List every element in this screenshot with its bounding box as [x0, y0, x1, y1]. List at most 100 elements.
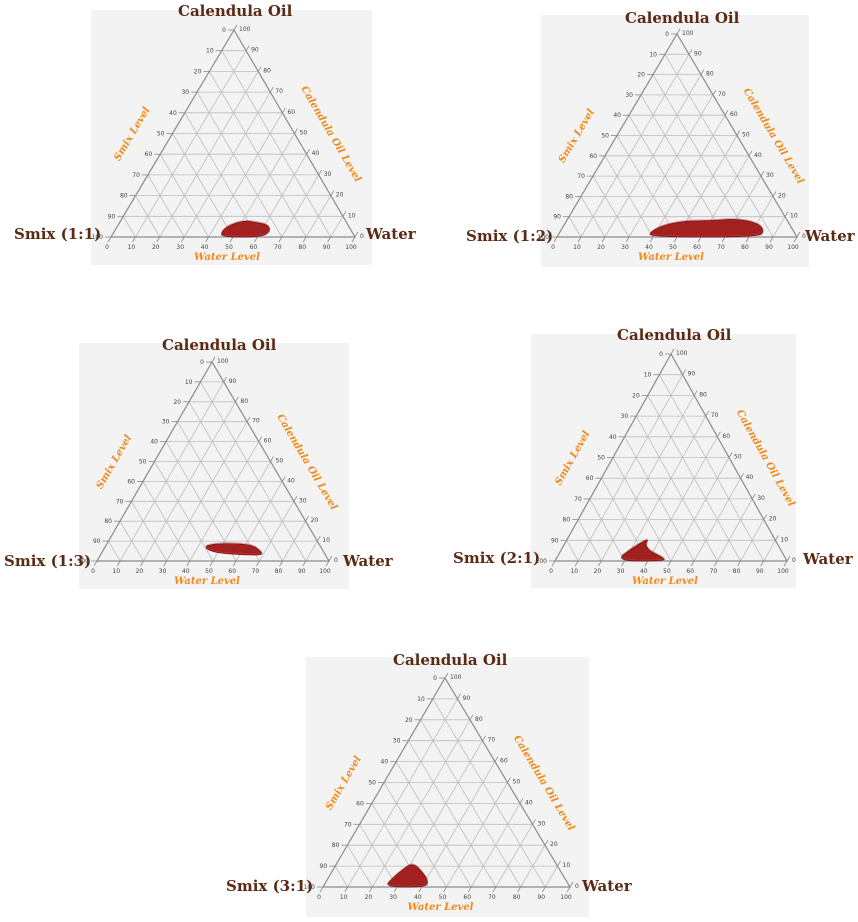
grid-line: [200, 381, 307, 562]
right-tick-label: 0: [792, 557, 796, 564]
left-tick-label: 90: [551, 537, 559, 544]
region-highlight: [649, 218, 764, 237]
tick-mark: [293, 496, 298, 502]
grid-line: [330, 216, 344, 238]
tick-mark: [553, 236, 558, 243]
right-tick-label: 30: [324, 171, 332, 178]
tick-mark: [443, 886, 447, 893]
tick-mark: [670, 348, 675, 355]
grid-line: [177, 421, 260, 562]
vertex-label-top: Calendula Oil: [162, 336, 277, 354]
grid-line: [670, 457, 730, 562]
right-tick-label: 50: [734, 454, 742, 461]
tick-mark: [693, 390, 698, 396]
right-tick-label: 20: [311, 517, 319, 524]
left-tick-label: 30: [621, 413, 629, 420]
tick-mark: [306, 148, 310, 155]
right-tick-label: 30: [766, 172, 774, 179]
right-tick-label: 20: [769, 516, 777, 523]
bottom-tick-label: 40: [640, 568, 648, 575]
bottom-tick-label: 20: [365, 894, 373, 901]
grid-line: [305, 195, 332, 238]
right-tick-label: 30: [538, 820, 546, 827]
right-tick-label: 0: [334, 557, 338, 564]
right-tick-label: 10: [790, 213, 798, 220]
left-tick-label: 70: [574, 496, 582, 503]
bottom-tick-label: 50: [663, 568, 671, 575]
right-tick-label: 70: [275, 88, 283, 95]
left-tick-label: 90: [108, 213, 116, 220]
bottom-tick-label: 100: [787, 244, 799, 251]
tick-mark: [621, 560, 625, 567]
vertex-label-left: Smix (1:2): [466, 227, 554, 245]
tick-mark: [444, 672, 449, 679]
right-tick-label: 30: [757, 495, 765, 502]
bottom-tick-label: 90: [756, 568, 764, 575]
tick-mark: [330, 190, 335, 196]
tick-mark: [544, 839, 549, 846]
grid-line: [616, 135, 678, 238]
tick-mark: [541, 886, 546, 893]
right-tick-label: 60: [722, 433, 730, 440]
left-tick-label: 20: [632, 392, 640, 399]
right-tick-label: 90: [251, 47, 259, 54]
grid-line: [664, 54, 774, 238]
left-tick-label: 40: [613, 112, 621, 119]
left-tick-label: 60: [356, 800, 364, 807]
bottom-tick-label: 60: [250, 244, 258, 251]
grid-line: [183, 91, 271, 238]
bottom-tick-label: 40: [201, 244, 209, 251]
tick-mark: [740, 472, 744, 479]
tick-mark: [507, 777, 511, 783]
right-tick-label: 90: [694, 50, 702, 57]
bottom-tick-label: 100: [319, 568, 331, 575]
tick-mark: [644, 560, 649, 567]
tick-mark: [254, 236, 258, 243]
left-tick-label: 0: [433, 675, 437, 682]
tick-mark: [180, 236, 185, 243]
tick-mark: [566, 886, 571, 893]
tick-mark: [700, 69, 705, 75]
right-tick-label: 40: [525, 799, 533, 806]
tick-mark: [751, 493, 756, 500]
left-tick-label: 70: [577, 173, 585, 180]
grid-line: [568, 216, 582, 238]
bottom-axis-title: Water Level: [638, 252, 704, 263]
tick-mark: [760, 170, 765, 177]
tick-mark: [551, 560, 556, 567]
bottom-tick-label: 90: [765, 244, 773, 251]
grid-line: [604, 155, 654, 238]
vertex-label-top: Calendula Oil: [625, 9, 740, 27]
left-tick-label: 10: [649, 51, 657, 58]
right-tick-label: 70: [711, 412, 719, 419]
bottom-tick-label: 10: [570, 568, 578, 575]
left-tick-label: 30: [162, 419, 170, 426]
grid-line: [259, 501, 295, 562]
bottom-tick-label: 50: [439, 894, 447, 901]
left-tick-label: 50: [157, 131, 165, 138]
grid-line: [544, 865, 558, 888]
left-tick-label: 100: [304, 884, 316, 891]
right-tick-label: 70: [252, 418, 260, 425]
left-tick-label: 90: [320, 863, 328, 870]
right-tick-label: 0: [575, 883, 579, 890]
tick-mark: [328, 555, 333, 562]
grid-line: [108, 540, 121, 562]
left-tick-label: 80: [120, 193, 128, 200]
tick-mark: [205, 236, 209, 243]
bottom-tick-label: 50: [669, 244, 677, 251]
grid-line: [640, 94, 726, 238]
tick-mark: [318, 169, 323, 176]
tick-mark: [775, 535, 779, 541]
left-tick-label: 50: [368, 780, 376, 787]
bottom-tick-label: 0: [551, 244, 555, 251]
grid-line: [408, 740, 497, 888]
vertex-label-left: Smix (2:1): [453, 549, 541, 567]
bottom-tick-label: 10: [573, 244, 581, 251]
tick-mark: [649, 236, 654, 243]
bottom-tick-label: 50: [225, 244, 233, 251]
tick-mark: [256, 560, 260, 567]
bottom-tick-label: 40: [645, 244, 653, 251]
bottom-tick-label: 90: [298, 568, 306, 575]
